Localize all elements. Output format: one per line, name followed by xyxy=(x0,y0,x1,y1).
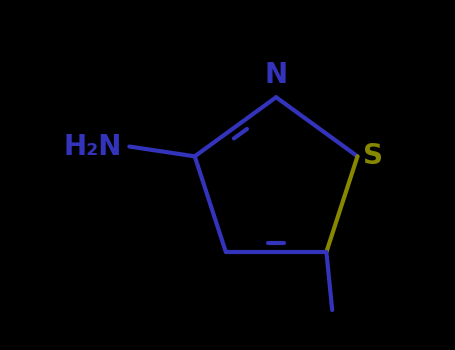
Text: S: S xyxy=(363,142,383,170)
Text: H₂N: H₂N xyxy=(63,133,121,161)
Text: N: N xyxy=(264,62,288,90)
